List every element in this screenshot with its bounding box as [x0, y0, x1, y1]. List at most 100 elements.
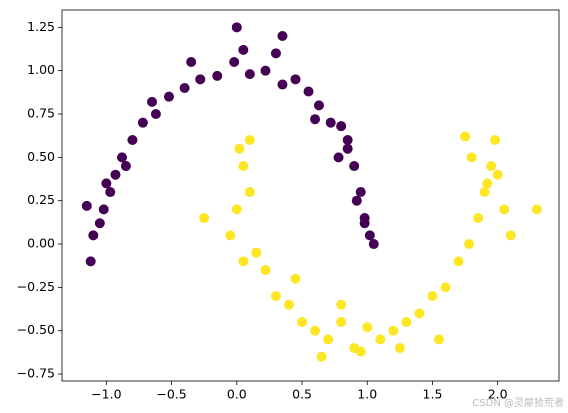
- point: [351, 195, 362, 206]
- point: [270, 48, 281, 59]
- point: [163, 91, 174, 102]
- point: [531, 204, 542, 215]
- point: [179, 83, 190, 94]
- point: [120, 161, 131, 172]
- point: [297, 317, 308, 328]
- y-tick-label: 1.00: [27, 62, 55, 77]
- point: [147, 96, 158, 107]
- point: [486, 161, 497, 172]
- point: [336, 121, 347, 132]
- point: [94, 218, 105, 229]
- point: [212, 70, 223, 81]
- point: [479, 187, 490, 198]
- point: [492, 169, 503, 180]
- point: [231, 204, 242, 215]
- point: [290, 74, 301, 85]
- point: [427, 291, 438, 302]
- y-tick-label: 0.00: [27, 236, 55, 251]
- point: [336, 299, 347, 310]
- point: [88, 230, 99, 241]
- point: [316, 351, 327, 362]
- point: [499, 204, 510, 215]
- point: [440, 282, 451, 293]
- y-tick-label: 0.25: [27, 192, 55, 207]
- point: [505, 230, 516, 241]
- point: [137, 117, 148, 128]
- point: [277, 31, 288, 42]
- point: [368, 239, 379, 250]
- point: [260, 265, 271, 276]
- point: [238, 161, 249, 172]
- y-tick-label: 1.25: [27, 19, 55, 34]
- point: [349, 161, 360, 172]
- x-tick-label: 2.0: [488, 387, 508, 402]
- x-tick-label: −1.0: [91, 387, 121, 402]
- y-tick-label: −0.50: [17, 322, 55, 337]
- point: [310, 325, 321, 336]
- point: [342, 143, 353, 154]
- point: [81, 200, 92, 211]
- point: [310, 114, 321, 125]
- point: [313, 100, 324, 111]
- axes-frame: [61, 9, 560, 382]
- point: [290, 273, 301, 284]
- point: [355, 346, 366, 357]
- point: [85, 256, 96, 267]
- point: [362, 322, 373, 333]
- point: [195, 74, 206, 85]
- point: [336, 317, 347, 328]
- point: [482, 178, 493, 189]
- y-tick-label: −0.75: [17, 366, 55, 381]
- point: [388, 325, 399, 336]
- point: [355, 187, 366, 198]
- point: [110, 169, 121, 180]
- point: [244, 135, 255, 146]
- point: [251, 247, 262, 258]
- x-tick-label: −0.5: [156, 387, 186, 402]
- point: [401, 317, 412, 328]
- point: [303, 86, 314, 97]
- point: [414, 308, 425, 319]
- point: [101, 178, 112, 189]
- point: [466, 152, 477, 163]
- point: [229, 57, 240, 68]
- point: [342, 135, 353, 146]
- point: [394, 343, 405, 354]
- point: [127, 135, 138, 146]
- point: [473, 213, 484, 224]
- point: [98, 204, 109, 215]
- point: [199, 213, 210, 224]
- point: [260, 65, 271, 76]
- point: [323, 334, 334, 345]
- point: [490, 135, 501, 146]
- x-tick-label: 0.5: [292, 387, 312, 402]
- x-tick-label: 0.0: [227, 387, 247, 402]
- point: [186, 57, 197, 68]
- point: [364, 230, 375, 241]
- y-tick-label: 0.75: [27, 106, 55, 121]
- point: [283, 299, 294, 310]
- point: [325, 117, 336, 128]
- point: [359, 218, 370, 229]
- point: [375, 334, 386, 345]
- point: [231, 22, 242, 33]
- point: [238, 256, 249, 267]
- point: [234, 143, 245, 154]
- point: [277, 79, 288, 90]
- point: [150, 109, 161, 120]
- point: [244, 69, 255, 80]
- point: [244, 187, 255, 198]
- y-tick-label: 0.50: [27, 149, 55, 164]
- point: [238, 44, 249, 55]
- point: [105, 187, 116, 198]
- point: [225, 230, 236, 241]
- y-tick-label: −0.25: [17, 279, 55, 294]
- point: [270, 291, 281, 302]
- point: [117, 152, 128, 163]
- watermark: CSDN @灵犀拾荒者: [472, 396, 564, 409]
- x-tick-label: 1.0: [357, 387, 377, 402]
- point: [460, 131, 471, 142]
- point: [333, 152, 344, 163]
- point: [433, 334, 444, 345]
